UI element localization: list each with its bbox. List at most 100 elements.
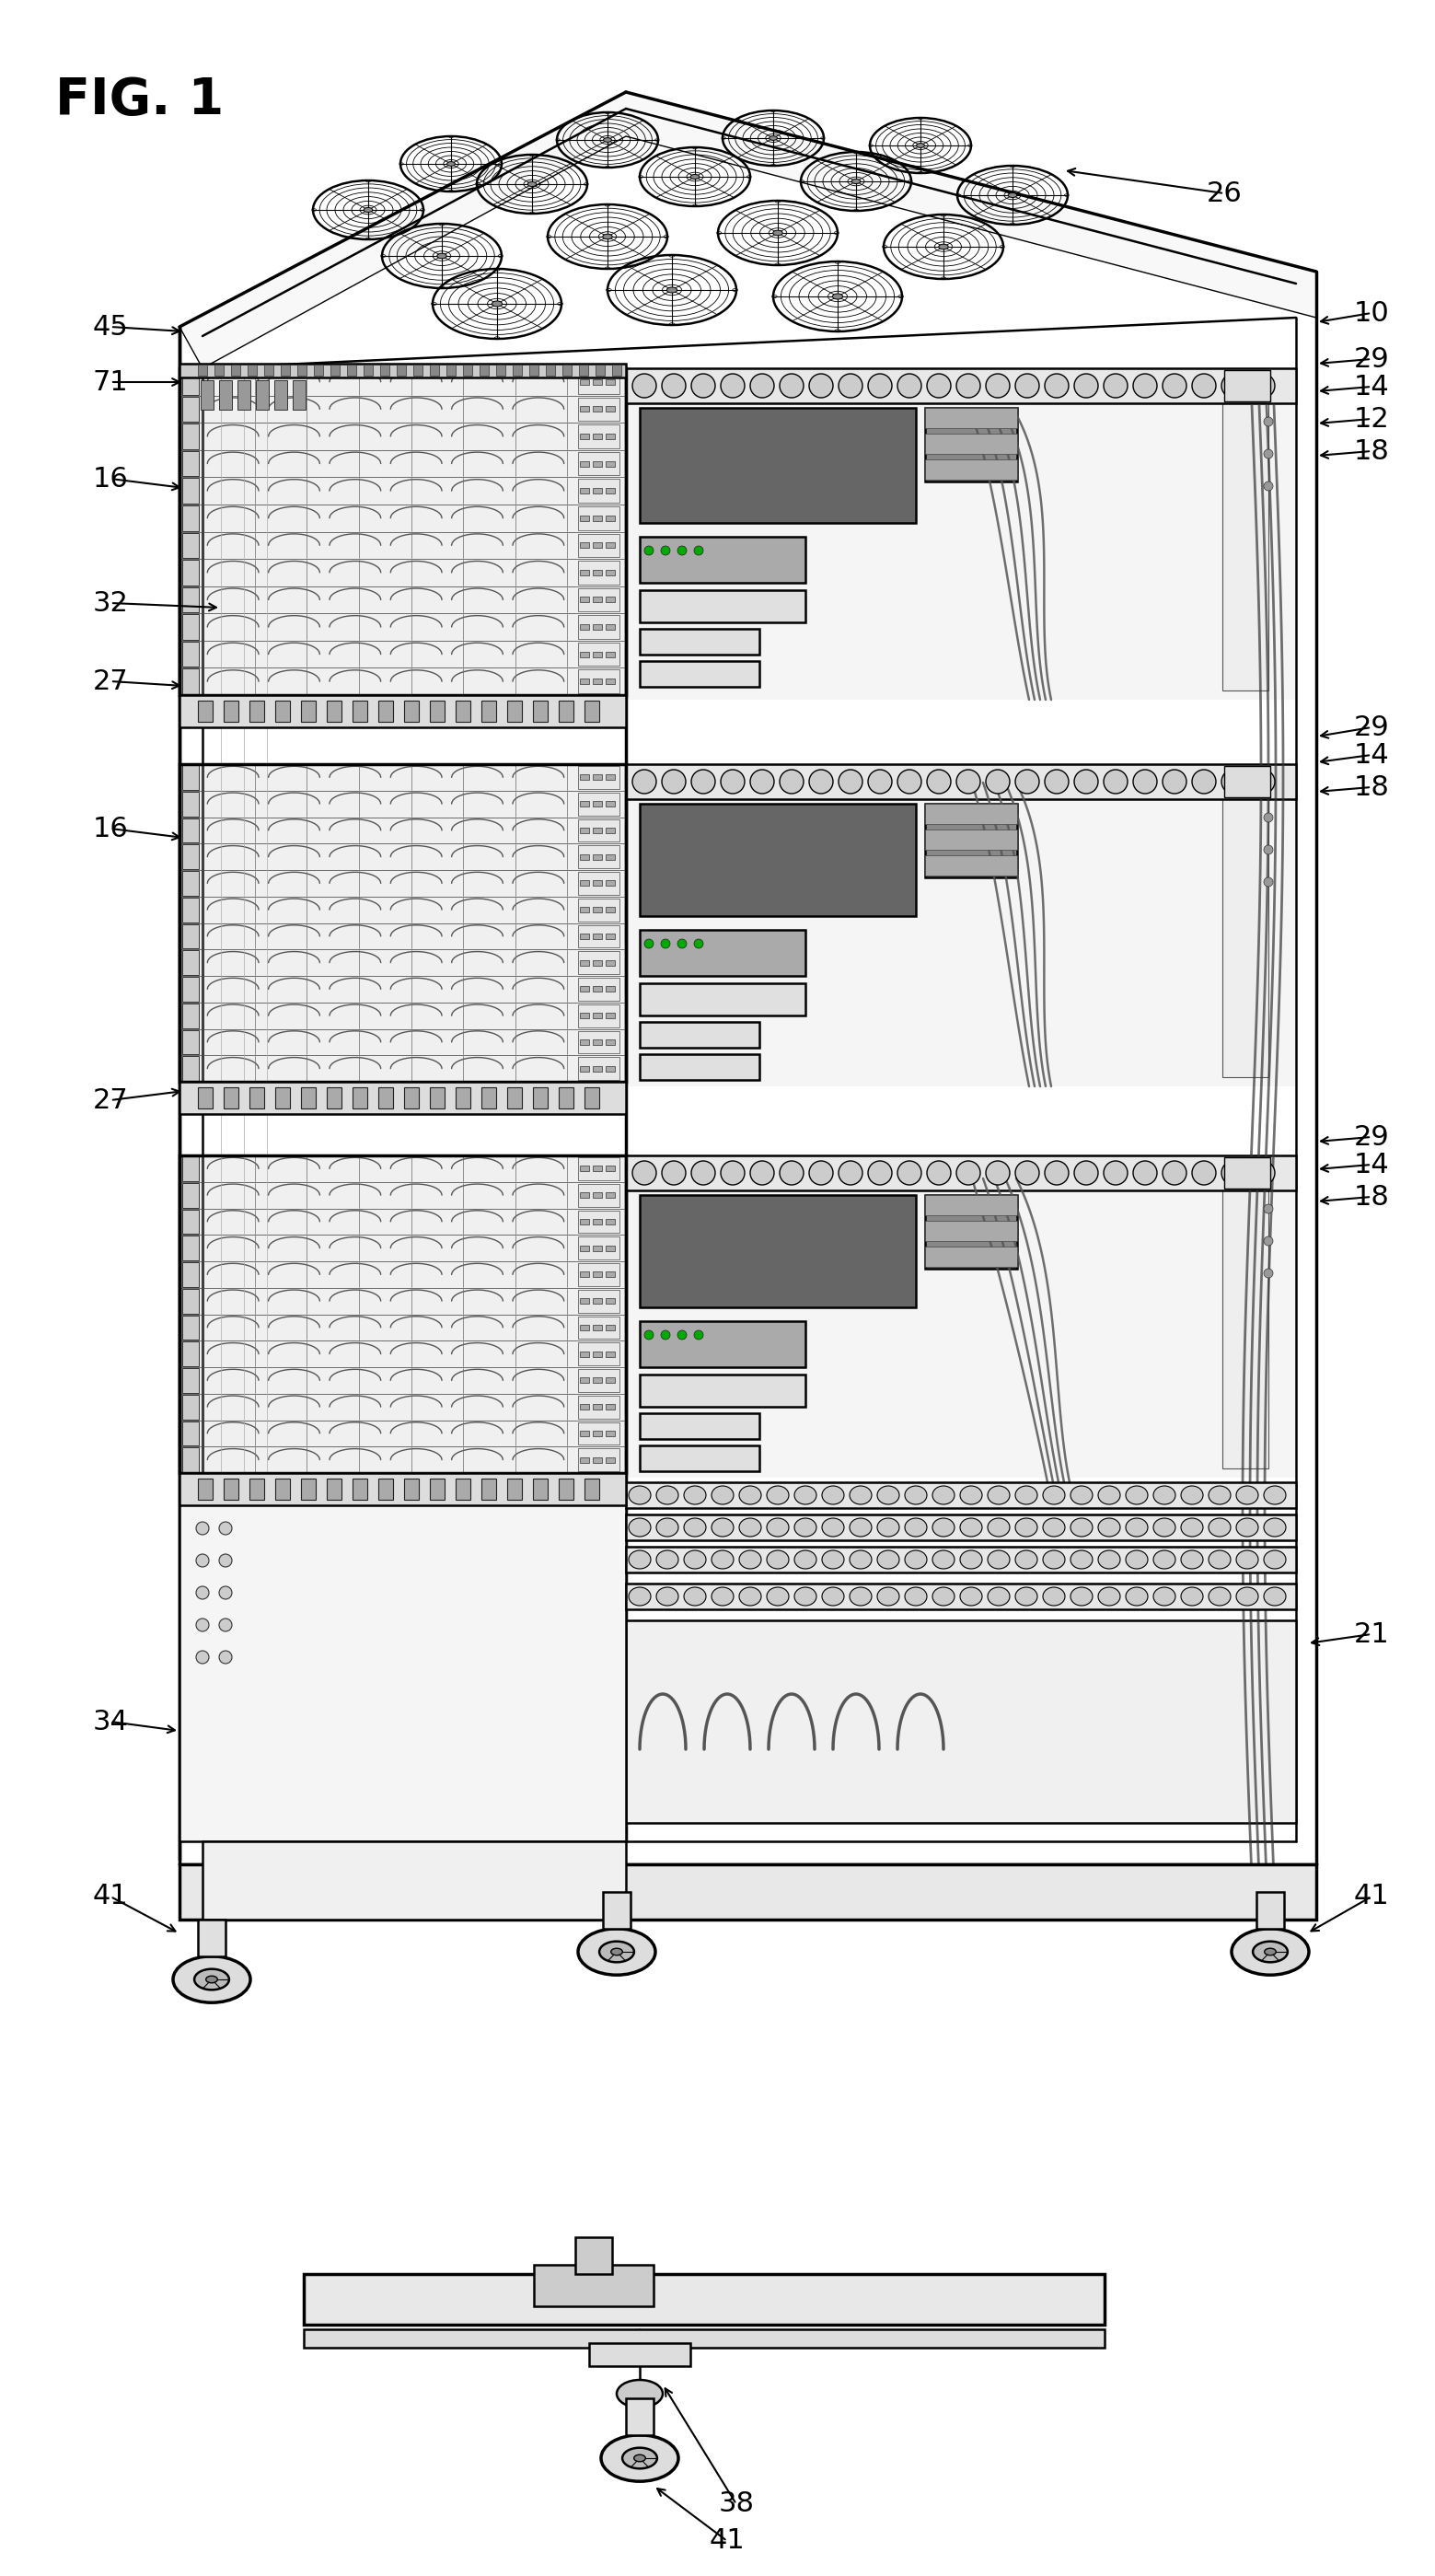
Ellipse shape (720, 374, 745, 397)
Bar (182, 670, 199, 693)
Bar (606, 1218, 614, 1224)
Ellipse shape (695, 546, 703, 556)
Ellipse shape (751, 374, 773, 397)
Ellipse shape (822, 1551, 844, 1569)
Bar (593, 487, 601, 495)
Bar (179, 1082, 626, 1113)
Bar (578, 819, 620, 842)
Ellipse shape (197, 1618, 210, 1631)
Bar (580, 855, 590, 860)
Ellipse shape (712, 1486, 733, 1504)
Bar (182, 368, 199, 394)
Bar (580, 487, 590, 495)
Ellipse shape (795, 1517, 817, 1535)
Ellipse shape (927, 770, 951, 793)
Bar (593, 1352, 601, 1358)
Bar (1223, 404, 1269, 690)
Ellipse shape (751, 1162, 773, 1185)
Bar (640, 629, 759, 654)
Bar (413, 366, 422, 376)
Bar (182, 613, 199, 639)
Bar (580, 881, 590, 886)
Ellipse shape (662, 546, 670, 556)
Ellipse shape (1208, 1551, 1231, 1569)
Bar (593, 1298, 601, 1303)
Bar (606, 933, 614, 940)
Bar (578, 533, 620, 556)
Bar (1224, 1157, 1270, 1188)
Ellipse shape (1162, 1162, 1187, 1185)
Ellipse shape (1154, 1551, 1175, 1569)
Bar (182, 1288, 199, 1314)
Bar (198, 366, 207, 376)
Ellipse shape (809, 770, 834, 793)
Ellipse shape (1043, 1551, 1065, 1569)
Ellipse shape (1009, 193, 1017, 198)
Bar (182, 641, 199, 667)
Bar (578, 1185, 620, 1206)
Bar (606, 569, 614, 574)
Bar (606, 544, 614, 549)
Ellipse shape (1162, 374, 1187, 397)
Bar (182, 587, 199, 613)
Bar (593, 461, 601, 466)
Bar (593, 855, 601, 860)
Bar (578, 899, 620, 922)
Ellipse shape (766, 1486, 789, 1504)
Ellipse shape (656, 1587, 679, 1605)
Bar (578, 925, 620, 948)
Ellipse shape (809, 1162, 834, 1185)
Bar (593, 801, 601, 806)
Ellipse shape (987, 1517, 1010, 1535)
Ellipse shape (1264, 1517, 1286, 1535)
Text: 41: 41 (1353, 1883, 1389, 1909)
Ellipse shape (917, 144, 924, 147)
Bar (606, 515, 614, 520)
Ellipse shape (795, 1551, 817, 1569)
Bar (593, 1244, 601, 1252)
Ellipse shape (220, 1618, 232, 1631)
Bar (593, 1193, 601, 1198)
Bar (606, 1038, 614, 1046)
Bar (578, 765, 620, 788)
Bar (182, 1448, 199, 1471)
Bar (580, 677, 590, 685)
Bar (558, 1479, 574, 1499)
Text: 27: 27 (93, 667, 128, 696)
Bar (626, 1157, 1296, 1479)
Ellipse shape (633, 374, 656, 397)
Ellipse shape (656, 1551, 679, 1569)
Bar (182, 1208, 199, 1234)
Text: 32: 32 (93, 590, 128, 616)
Ellipse shape (1264, 878, 1273, 886)
Bar (182, 1157, 199, 1180)
Bar (430, 1479, 445, 1499)
Bar (593, 1404, 601, 1409)
Ellipse shape (933, 1517, 954, 1535)
Bar (626, 1481, 1296, 1507)
Ellipse shape (220, 1553, 232, 1566)
Bar (640, 536, 805, 582)
Bar (405, 1479, 419, 1499)
Ellipse shape (1251, 1162, 1274, 1185)
Ellipse shape (1264, 845, 1273, 855)
Bar (379, 701, 393, 721)
Bar (578, 1030, 620, 1054)
Ellipse shape (739, 1587, 761, 1605)
Text: 41: 41 (709, 2527, 745, 2555)
Bar (182, 925, 199, 948)
Bar (578, 616, 620, 639)
Bar (580, 1193, 590, 1198)
Ellipse shape (905, 1587, 927, 1605)
Bar (640, 1054, 759, 1079)
Bar (481, 1087, 497, 1108)
Ellipse shape (1016, 374, 1039, 397)
Ellipse shape (877, 1486, 900, 1504)
Ellipse shape (832, 294, 842, 299)
Bar (580, 1244, 590, 1252)
Bar (593, 1012, 601, 1018)
Ellipse shape (677, 1329, 687, 1340)
Ellipse shape (986, 770, 1010, 793)
Bar (304, 2275, 1105, 2324)
Bar (578, 1448, 620, 1471)
